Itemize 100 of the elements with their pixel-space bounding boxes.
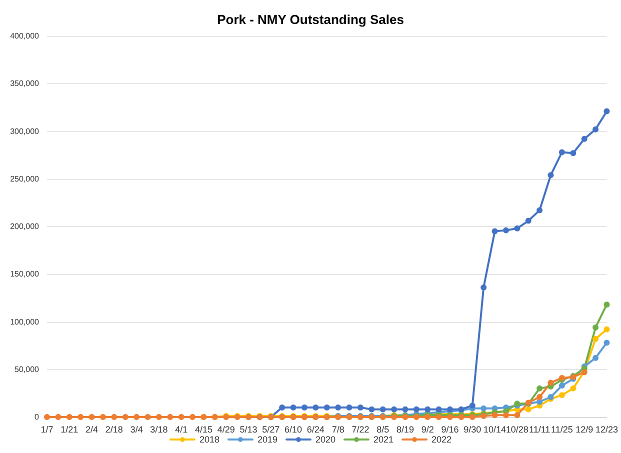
- point: [134, 414, 140, 420]
- point: [402, 406, 408, 412]
- x-tick-label: 11/25: [551, 424, 573, 434]
- x-tick-label: 10/14: [484, 424, 506, 434]
- x-tick-label: 1/7: [40, 424, 54, 434]
- y-tick-label: 300,000: [10, 126, 40, 136]
- point: [178, 414, 184, 420]
- point: [548, 380, 554, 386]
- point: [413, 406, 420, 412]
- x-tick-label: 10/28: [506, 424, 528, 434]
- point: [581, 136, 588, 142]
- x-tick-label: 9/30: [464, 424, 482, 434]
- point: [536, 207, 543, 214]
- legend-label: 2021: [374, 434, 394, 444]
- point: [592, 336, 599, 342]
- x-tick-label: 9/16: [441, 424, 459, 434]
- y-tick-label: 250,000: [10, 174, 40, 184]
- x-tick-label: 6/24: [306, 424, 324, 434]
- y-tick-label: 100,000: [10, 317, 40, 326]
- point: [536, 385, 543, 392]
- x-tick-label: 1/21: [60, 424, 78, 434]
- y-tick-label: 350,000: [10, 79, 40, 88]
- point: [122, 414, 128, 420]
- x-tick-label: 4/1: [175, 424, 188, 434]
- x-tick-label: 4/29: [217, 424, 235, 434]
- point: [301, 404, 308, 410]
- point: [492, 228, 498, 234]
- point: [570, 385, 576, 392]
- chart-title: Pork - NMY Outstanding Sales: [217, 12, 404, 27]
- point: [424, 406, 431, 412]
- point: [604, 326, 610, 332]
- point: [514, 225, 520, 232]
- y-tick-label: 400,000: [10, 32, 40, 40]
- x-tick-label: 3/18: [150, 424, 168, 434]
- point: [592, 126, 599, 132]
- x-tick-label: 7/8: [332, 424, 344, 434]
- y-tick-label: 0: [34, 412, 40, 422]
- x-tick-label: 11/11: [528, 424, 550, 434]
- point: [502, 227, 509, 234]
- x-tick-label: 3/4: [130, 424, 143, 434]
- point: [290, 404, 296, 410]
- point: [66, 414, 72, 420]
- point: [391, 406, 398, 412]
- x-tick-label: 6/10: [284, 424, 302, 434]
- point: [190, 414, 196, 420]
- x-tick-label: 12/23: [595, 424, 618, 434]
- point: [480, 284, 487, 290]
- legend-label: 2018: [199, 434, 220, 444]
- point: [100, 414, 106, 420]
- point: [492, 412, 498, 418]
- x-tick-label: 2/18: [105, 424, 123, 434]
- point: [604, 340, 610, 346]
- point: [44, 414, 50, 420]
- point: [380, 406, 386, 412]
- point: [604, 108, 610, 114]
- point: [480, 405, 487, 412]
- point: [324, 404, 330, 410]
- y-tick-label: 150,000: [10, 270, 40, 279]
- point: [111, 414, 118, 420]
- x-tick-label: 4/15: [194, 424, 212, 434]
- point: [55, 414, 62, 420]
- point: [548, 172, 554, 178]
- point: [558, 149, 565, 156]
- point: [368, 406, 375, 412]
- point: [88, 414, 95, 420]
- point: [156, 414, 162, 420]
- x-tick-label: 9/2: [421, 424, 434, 434]
- x-tick-label: 12/9: [576, 424, 594, 434]
- legend-label: 2022: [432, 434, 452, 444]
- point: [167, 414, 174, 420]
- point: [536, 394, 543, 400]
- x-tick-label: 5/13: [240, 424, 258, 434]
- x-tick-label: 5/27: [262, 424, 280, 434]
- legend-label: 2019: [257, 434, 278, 444]
- point: [525, 218, 532, 224]
- y-tick-label: 200,000: [10, 222, 40, 231]
- legend-label: 2020: [315, 434, 336, 444]
- point: [469, 402, 476, 409]
- point: [592, 354, 599, 361]
- point: [144, 414, 151, 420]
- point: [592, 324, 599, 330]
- point: [604, 302, 610, 308]
- point: [570, 150, 576, 156]
- x-tick-label: 8/19: [396, 424, 414, 434]
- point: [78, 414, 84, 420]
- point: [514, 412, 520, 418]
- x-tick-label: 7/22: [352, 424, 370, 434]
- x-tick-label: 8/5: [376, 424, 390, 434]
- point: [312, 404, 319, 410]
- point: [525, 406, 532, 412]
- point: [558, 392, 565, 398]
- point: [502, 412, 509, 418]
- point: [357, 404, 364, 410]
- x-tick-label: 2/4: [86, 424, 98, 434]
- point: [346, 404, 352, 410]
- point: [558, 382, 565, 389]
- point: [279, 404, 286, 410]
- point: [335, 404, 342, 410]
- point: [436, 406, 442, 412]
- y-tick-label: 50,000: [14, 364, 40, 374]
